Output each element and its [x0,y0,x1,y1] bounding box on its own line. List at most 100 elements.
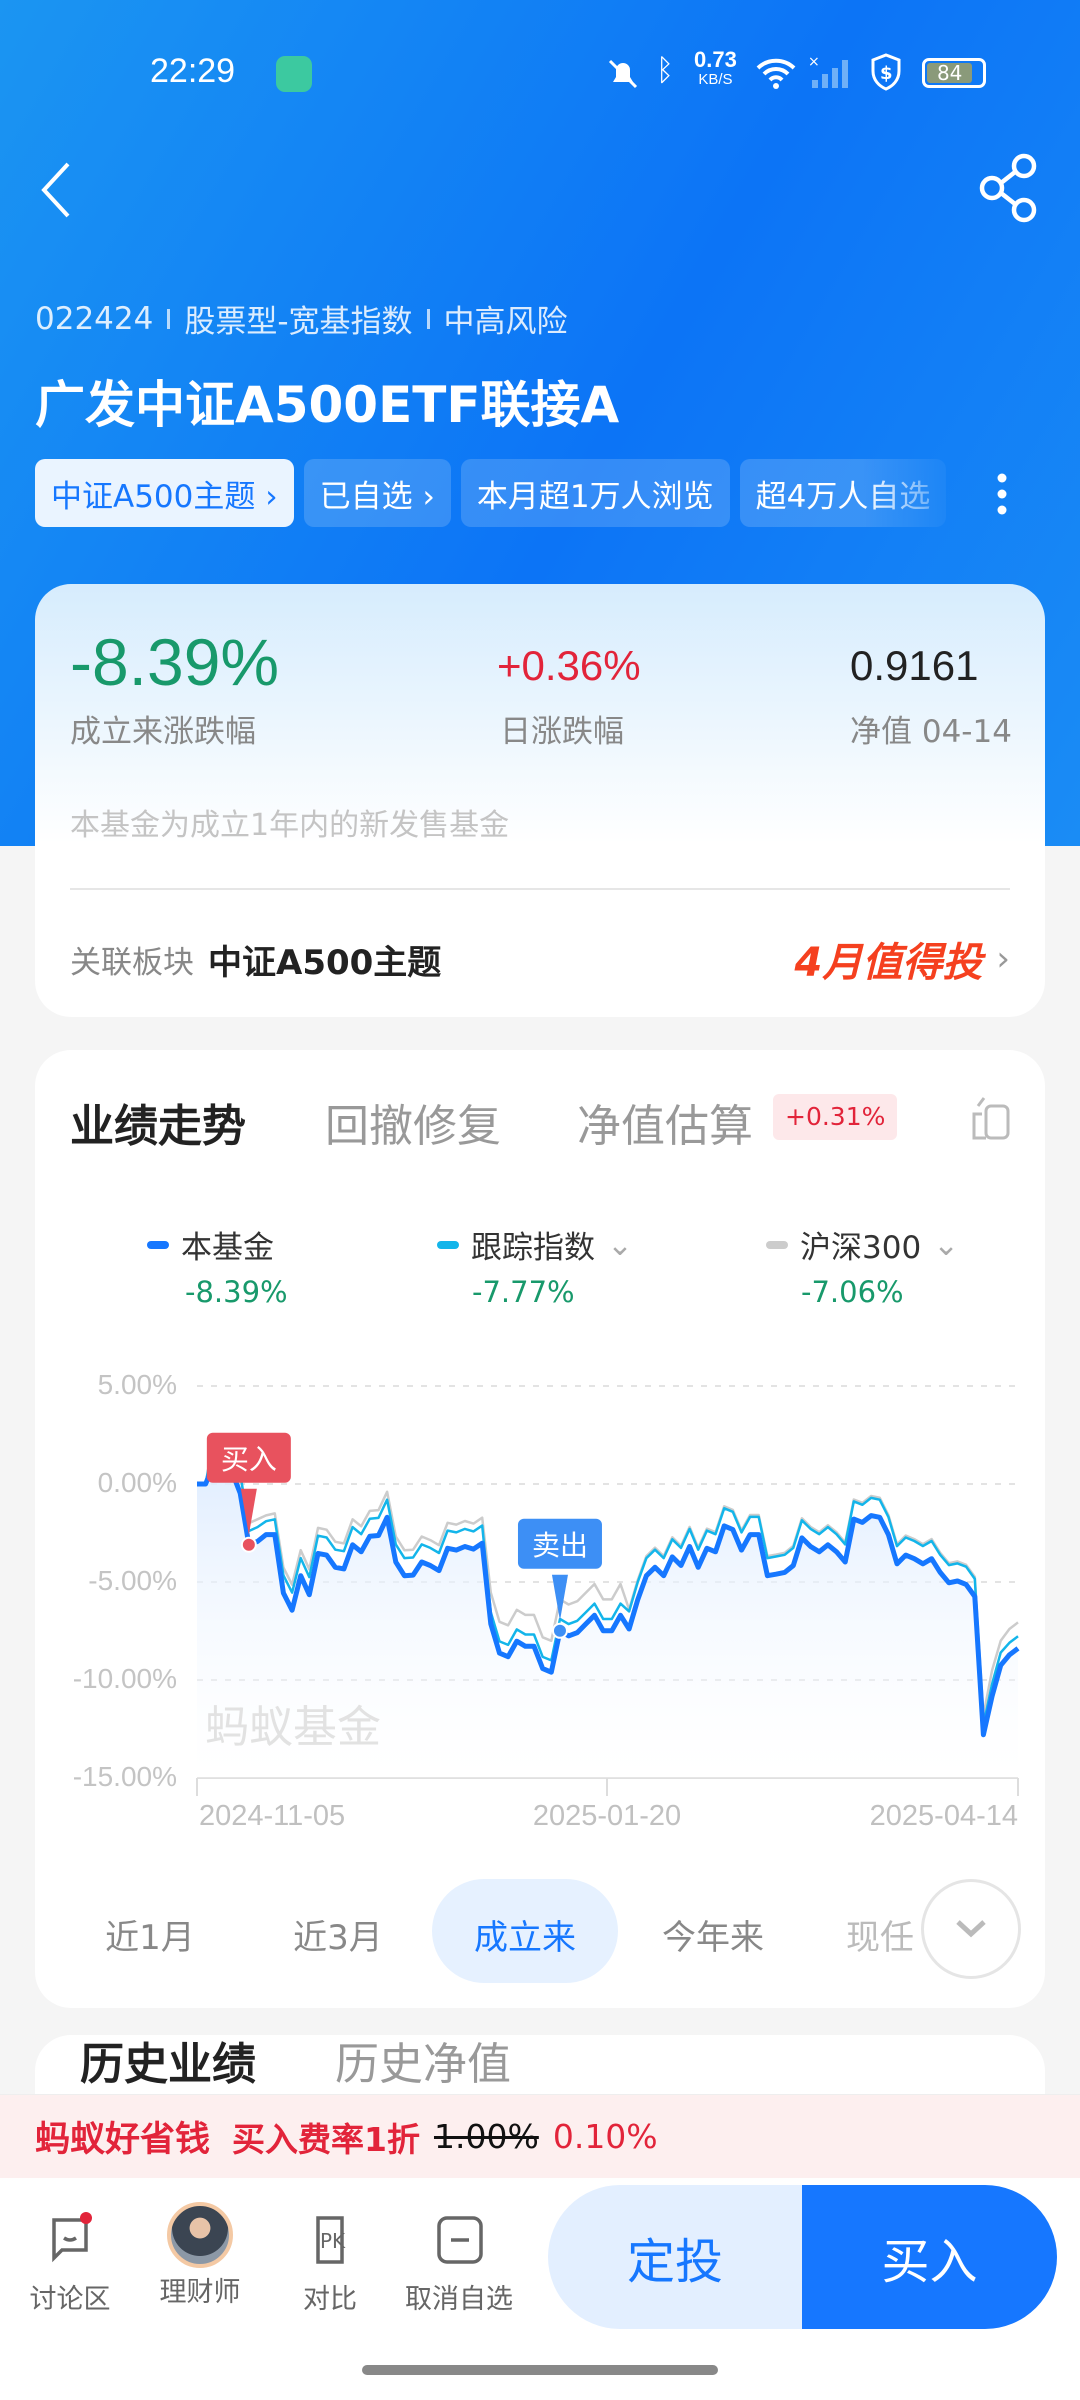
tag-followers[interactable]: 超4万人自选 [739,459,947,527]
nav-advisor[interactable]: 理财师 [140,2202,260,2309]
legend-swatch [766,1240,788,1249]
status-time: 22:29 [150,52,236,90]
svg-text:$: $ [880,63,893,84]
signal-icon: × [808,54,848,88]
period-ytd[interactable]: 今年来 [662,1918,764,1958]
since-inception-label: 成立来涨跌幅 [70,714,256,750]
pk-icon: PK [316,2216,346,2264]
copy-icon[interactable] [968,1094,1014,1142]
trade-marker-box [206,1432,291,1483]
since-inception-value: -8.39% [70,625,280,699]
chevron-down-icon [956,1920,986,1938]
series-line-fund [197,1459,1020,1738]
legend-fund[interactable]: 本基金 [147,1222,274,1267]
legend-label: 本基金 [181,1230,274,1266]
promo-offer: 买入费率1折 [232,2119,420,2159]
legend-hs300[interactable]: 沪深300 ⌄ [766,1222,959,1267]
fund-type: 股票型-宽基指数 [184,304,413,340]
nav-discussion[interactable]: 讨论区 [10,2208,130,2316]
nav-label: 净值 04-14 [850,714,1012,750]
tab-history-performance[interactable]: 历史业绩 [80,2039,256,2090]
tab-history-nav[interactable]: 历史净值 [335,2039,511,2090]
y-tick-label: 5.00% [97,1369,177,1400]
tab-performance[interactable]: 业绩走势 [70,1101,246,1152]
sector-label: 关联板块 [70,944,194,981]
svg-text:PK: PK [320,2229,346,2253]
legend-tracking-index[interactable]: 跟踪指数 ⌄ [437,1222,633,1267]
tab-drawdown[interactable]: 回撤修复 [325,1101,501,1152]
nav-label: 理财师 [159,2277,241,2308]
trade-marker-label: 买入 [221,1443,277,1476]
advisor-avatar [167,2202,233,2268]
home-indicator[interactable] [362,2365,718,2375]
buy-button[interactable]: 买入 [802,2185,1057,2329]
chevron-right-icon: › [996,939,1010,979]
daily-change-label: 日涨跌幅 [500,714,624,750]
x-tick-label: 2025-01-20 [532,1800,682,1832]
chat-icon [52,2212,92,2263]
nav-label: 讨论区 [29,2284,111,2315]
page-title: 广发中证A500ETF联接A [35,376,620,434]
nav-value: 0.9161 [850,642,979,689]
chevron-down-icon: ⌄ [607,1226,633,1263]
new-fee-rate: 0.10% [552,2117,658,2156]
x-tick-label: 2025-04-14 [869,1800,1018,1832]
tag-views[interactable]: 本月超1万人浏览 [460,459,730,527]
legend-fund-value: -8.39% [185,1275,288,1309]
net-speed: 0.73 KB/S [694,47,737,89]
sector-value: 中证A500主题 [208,942,442,983]
period-1m[interactable]: 近1月 [105,1918,195,1958]
divider [167,308,171,329]
y-tick-label: 0.00% [97,1467,177,1498]
legend-tracking-value: -7.77% [472,1275,575,1309]
period-3m[interactable]: 近3月 [293,1918,383,1958]
divider [70,888,1010,890]
bottom-bar: 讨论区 理财师 PK 对比 取消自选 定投 买入 [0,2178,1080,2400]
nav-compare[interactable]: PK 对比 [270,2208,390,2316]
expand-periods-button[interactable] [921,1879,1021,1979]
marker-pointer [551,1574,568,1621]
wifi-icon [756,58,796,89]
legend-swatch [147,1240,169,1249]
daily-change-value: +0.36% [497,642,641,689]
legend-swatch [437,1240,459,1249]
legend-label: 沪深300 [800,1230,922,1266]
y-tick-label: -10.00% [72,1663,177,1694]
back-button[interactable] [36,160,76,220]
tab-nav-estimate[interactable]: 净值估算 [577,1101,753,1152]
chevron-down-icon: ⌄ [933,1226,960,1263]
tag-theme[interactable]: 中证A500主题 › [35,459,294,527]
minus-square-icon [437,2216,483,2264]
marker-pointer [240,1488,257,1535]
nav-label: 取消自选 [405,2284,513,2315]
series-line-tracking-index [197,1433,1019,1727]
dca-button[interactable]: 定投 [548,2185,802,2329]
tag-row: 中证A500主题 › 已自选 › 本月超1万人浏览 超4万人自选 [35,459,975,527]
watermark: 蚂蚁基金 [205,1702,381,1753]
fee-promo-bar[interactable]: 蚂蚁好省钱 买入费率1折 1.00% 0.10% [0,2094,1080,2178]
trade-marker-dot [240,1536,257,1553]
related-sector-row[interactable]: 关联板块 中证A500主题 4月值得投 › [70,934,1010,986]
share-button[interactable] [976,152,1040,224]
mute-bell-icon [608,59,638,89]
risk-level: 中高风险 [443,304,568,340]
old-fee-rate: 1.00% [433,2117,539,2156]
divider [426,308,430,329]
trade-marker-label: 卖出 [532,1529,588,1562]
more-icon[interactable] [990,470,1014,518]
y-tick-label: -15.00% [72,1761,177,1792]
period-selected-pill [432,1879,618,1983]
tag-watchlisted[interactable]: 已自选 › [303,459,451,527]
period-inception[interactable]: 成立来 [474,1918,576,1958]
estimate-badge: +0.31% [773,1094,898,1140]
nav-label: 对比 [303,2284,357,2315]
promo-brand: 蚂蚁好省钱 [35,2120,211,2160]
bluetooth-icon: ᛒ [656,54,674,87]
battery-icon: 84 [922,58,986,88]
nav-remove-watchlist[interactable]: 取消自选 [399,2208,519,2316]
x-tick-label: 2024-11-05 [199,1800,346,1832]
period-current-manager[interactable]: 现任 [846,1918,914,1958]
legend-label: 跟踪指数 [471,1230,595,1266]
svg-text:×: × [808,54,820,70]
